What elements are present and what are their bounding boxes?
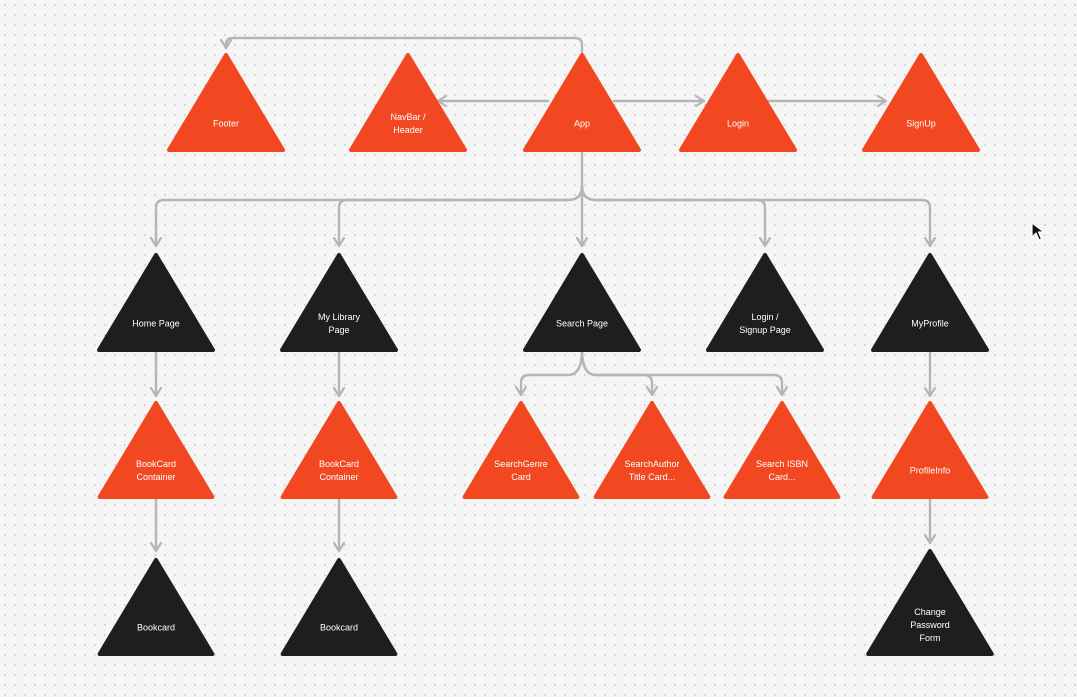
triangle-shape — [871, 253, 989, 352]
triangle-shape — [679, 53, 797, 152]
node-label: BookCard — [319, 459, 359, 469]
node-app[interactable]: App — [523, 53, 641, 152]
node-label: Search ISBN — [756, 459, 808, 469]
node-label: SearchAuthor — [624, 459, 679, 469]
node-label: Signup Page — [739, 325, 791, 335]
triangle-shape — [462, 401, 580, 499]
node-label: Bookcard — [320, 623, 358, 633]
node-label: Search Page — [556, 318, 608, 328]
node-bookcard-home[interactable]: Bookcard — [97, 558, 215, 656]
connectors — [156, 36, 930, 553]
node-label: SignUp — [906, 118, 936, 128]
node-label: Footer — [213, 118, 239, 128]
triangle-shape — [866, 549, 994, 656]
node-label: Card — [511, 472, 531, 482]
node-label: Login — [727, 118, 749, 128]
triangle-shape — [97, 401, 215, 499]
node-label: Title Card... — [629, 472, 675, 482]
node-label: ProfileInfo — [910, 466, 951, 476]
node-search-page[interactable]: Search Page — [523, 253, 641, 352]
triangle-shape — [523, 253, 641, 352]
triangle-shape — [593, 401, 711, 499]
connector-arrow — [580, 184, 930, 248]
arrow-cursor-icon — [1031, 222, 1047, 247]
node-search-author-title-card[interactable]: SearchAuthor Title Card... — [593, 401, 711, 499]
node-navbar[interactable]: NavBar / Header — [349, 53, 467, 152]
node-label: Change — [914, 607, 946, 617]
triangle-shape — [280, 558, 398, 656]
node-label: Login / — [751, 312, 779, 322]
triangle-shape — [523, 53, 641, 152]
triangle-shape — [706, 253, 824, 352]
node-my-profile[interactable]: MyProfile — [871, 253, 989, 352]
connector-arrow — [226, 36, 584, 54]
node-label: Home Page — [132, 318, 180, 328]
node-label: Page — [328, 325, 349, 335]
connector-arrow — [580, 184, 765, 248]
node-profile-info[interactable]: ProfileInfo — [871, 401, 989, 499]
triangle-shape — [349, 53, 467, 152]
node-bookcard-container-home[interactable]: BookCard Container — [97, 401, 215, 499]
connector-arrow — [580, 348, 782, 397]
node-bookcard-library[interactable]: Bookcard — [280, 558, 398, 656]
node-label: SearchGenre — [494, 459, 548, 469]
triangle-shape — [871, 401, 989, 499]
triangle-shape — [723, 401, 841, 499]
node-label: My Library — [318, 312, 361, 322]
node-label: App — [574, 118, 590, 128]
node-search-genre-card[interactable]: SearchGenre Card — [462, 401, 580, 499]
node-label: Password — [910, 620, 950, 630]
node-label: MyProfile — [911, 318, 949, 328]
node-label: Container — [136, 472, 175, 482]
node-label: Bookcard — [137, 623, 175, 633]
node-signup[interactable]: SignUp — [862, 53, 980, 152]
node-change-password-form[interactable]: Change Password Form — [866, 549, 994, 656]
node-home-page[interactable]: Home Page — [97, 253, 215, 352]
node-label: Container — [319, 472, 358, 482]
triangle-shape — [167, 53, 285, 152]
node-search-isbn-card[interactable]: Search ISBN Card... — [723, 401, 841, 499]
node-bookcard-container-library[interactable]: BookCard Container — [280, 401, 398, 499]
nodes: Footer NavBar / Header App Login SignUp Home P… — [97, 53, 994, 656]
node-label: NavBar / — [390, 112, 426, 122]
connector-arrow — [580, 348, 652, 397]
triangle-shape — [280, 401, 398, 499]
triangle-shape — [280, 253, 398, 352]
triangle-shape — [97, 558, 215, 656]
node-login-signup-page[interactable]: Login / Signup Page — [706, 253, 824, 352]
node-label: Header — [393, 125, 423, 135]
node-footer[interactable]: Footer — [167, 53, 285, 152]
triangle-shape — [97, 253, 215, 352]
node-my-library-page[interactable]: My Library Page — [280, 253, 398, 352]
connector-arrow — [156, 184, 584, 248]
node-login[interactable]: Login — [679, 53, 797, 152]
connector-arrow — [521, 348, 584, 397]
node-label: BookCard — [136, 459, 176, 469]
node-label: Card... — [768, 472, 795, 482]
node-label: Form — [920, 633, 941, 643]
connector-arrow — [339, 184, 584, 248]
triangle-shape — [862, 53, 980, 152]
